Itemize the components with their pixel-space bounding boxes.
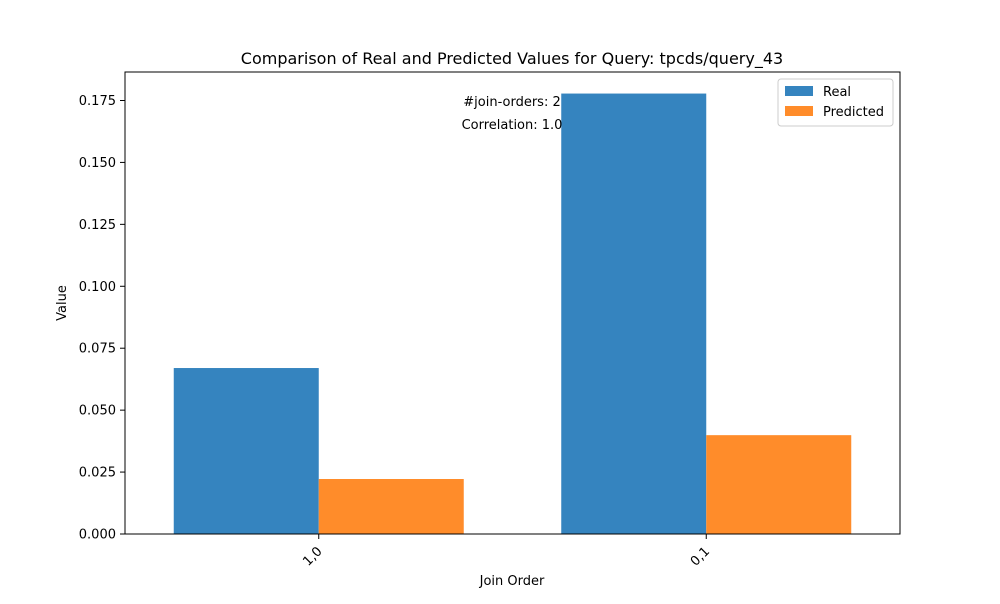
legend-swatch-real bbox=[785, 86, 813, 96]
x-tick-label: 1,0 bbox=[300, 544, 325, 569]
chart-title: Comparison of Real and Predicted Values … bbox=[241, 49, 783, 69]
bar-real-0 bbox=[173, 368, 319, 534]
y-tick-label: 0.125 bbox=[79, 218, 116, 233]
x-tick-label: 0,1 bbox=[688, 544, 713, 569]
y-tick-label: 0.050 bbox=[79, 404, 116, 419]
bar-predicted-1 bbox=[706, 435, 852, 534]
x-axis-label: Join Order bbox=[479, 574, 545, 589]
y-tick-label: 0.175 bbox=[79, 94, 116, 109]
bars-group bbox=[173, 93, 852, 534]
legend-label-real: Real bbox=[823, 85, 851, 100]
y-tick-label: 0.100 bbox=[79, 280, 116, 295]
y-tick-label: 0.075 bbox=[79, 342, 116, 357]
annotation-correlation: Correlation: 1.0 bbox=[462, 118, 563, 133]
y-tick-label: 0.150 bbox=[79, 156, 116, 171]
y-axis: 0.000 0.025 0.050 0.075 0.100 0.125 0.150 0.175 bbox=[79, 94, 125, 543]
y-axis-label: Value bbox=[55, 285, 70, 321]
y-tick-label: 0.000 bbox=[79, 528, 116, 543]
legend-label-predicted: Predicted bbox=[823, 105, 884, 120]
legend: Real Predicted bbox=[777, 78, 894, 127]
bar-real-1 bbox=[561, 93, 707, 534]
plot-frame bbox=[124, 71, 901, 535]
y-tick-label: 0.025 bbox=[79, 466, 116, 481]
x-axis: 1,0 0,1 bbox=[300, 534, 713, 569]
legend-swatch-predicted bbox=[785, 106, 813, 116]
bar-predicted-0 bbox=[318, 479, 464, 534]
annotation-join-orders: #join-orders: 2 bbox=[463, 95, 560, 110]
